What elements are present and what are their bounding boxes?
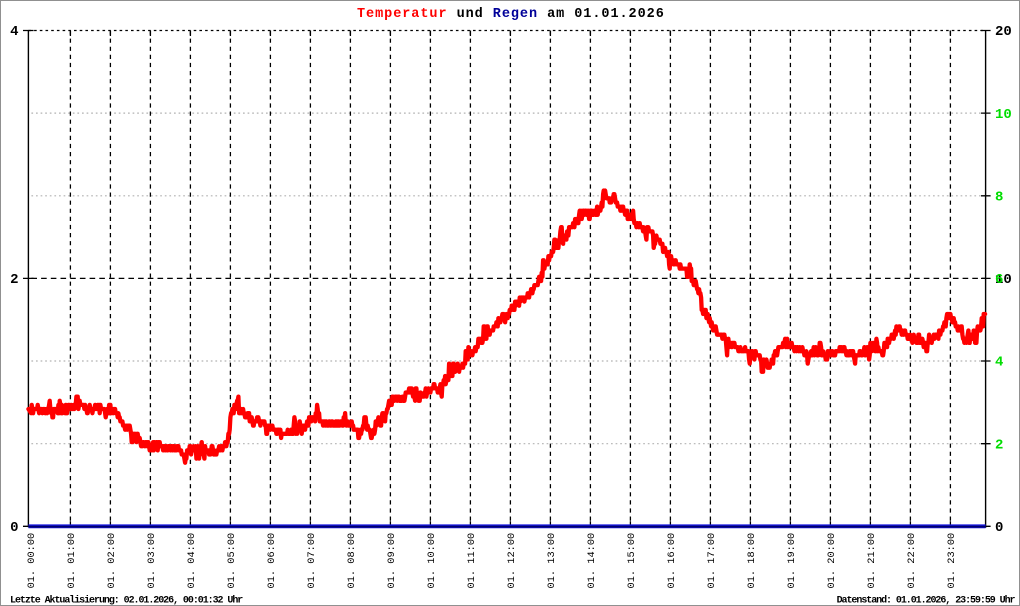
svg-text:10: 10 <box>995 107 1012 123</box>
svg-text:6: 6 <box>995 272 1003 288</box>
svg-text:Temperatur und Regen am 01.01.: Temperatur und Regen am 01.01.2026 <box>357 7 665 22</box>
svg-text:20: 20 <box>995 24 1012 40</box>
svg-text:01. 00:00: 01. 00:00 <box>26 533 38 589</box>
svg-text:01. 18:00: 01. 18:00 <box>746 533 758 589</box>
svg-text:01. 03:00: 01. 03:00 <box>146 533 158 589</box>
svg-text:10: 10 <box>995 272 1012 288</box>
svg-text:4: 4 <box>995 355 1003 371</box>
svg-text:01. 09:00: 01. 09:00 <box>386 533 398 589</box>
svg-text:01. 11:00: 01. 11:00 <box>466 533 478 589</box>
svg-text:0: 0 <box>995 520 1003 536</box>
svg-text:01. 04:00: 01. 04:00 <box>186 533 198 589</box>
svg-text:01. 14:00: 01. 14:00 <box>586 533 598 589</box>
svg-text:01. 17:00: 01. 17:00 <box>706 533 718 589</box>
svg-text:01. 05:00: 01. 05:00 <box>226 533 238 589</box>
svg-text:01. 10:00: 01. 10:00 <box>426 533 438 589</box>
svg-text:01. 15:00: 01. 15:00 <box>626 533 638 589</box>
svg-text:4: 4 <box>10 24 18 40</box>
svg-text:01. 20:00: 01. 20:00 <box>826 533 838 589</box>
svg-text:8: 8 <box>995 190 1003 206</box>
svg-text:0: 0 <box>10 520 18 536</box>
svg-text:01. 07:00: 01. 07:00 <box>306 533 318 589</box>
svg-text:01. 13:00: 01. 13:00 <box>546 533 558 589</box>
svg-text:01. 06:00: 01. 06:00 <box>266 533 278 589</box>
svg-text:01. 02:00: 01. 02:00 <box>106 533 118 589</box>
svg-text:01. 19:00: 01. 19:00 <box>786 533 798 589</box>
svg-text:2: 2 <box>10 272 18 288</box>
svg-text:01. 16:00: 01. 16:00 <box>666 533 678 589</box>
svg-text:Datenstand: 01.01.2026, 23:59:: Datenstand: 01.01.2026, 23:59:59 Uhr <box>837 595 1016 606</box>
svg-text:01. 21:00: 01. 21:00 <box>866 533 878 589</box>
svg-text:01. 22:00: 01. 22:00 <box>906 533 918 589</box>
svg-text:01. 08:00: 01. 08:00 <box>346 533 358 589</box>
svg-text:01. 01:00: 01. 01:00 <box>66 533 78 589</box>
svg-text:2: 2 <box>995 437 1003 453</box>
svg-text:Letzte Aktualisierung: 02.01.2: Letzte Aktualisierung: 02.01.2026, 00:01… <box>10 595 243 606</box>
svg-text:01. 12:00: 01. 12:00 <box>506 533 518 589</box>
svg-text:01. 23:00: 01. 23:00 <box>946 533 958 589</box>
